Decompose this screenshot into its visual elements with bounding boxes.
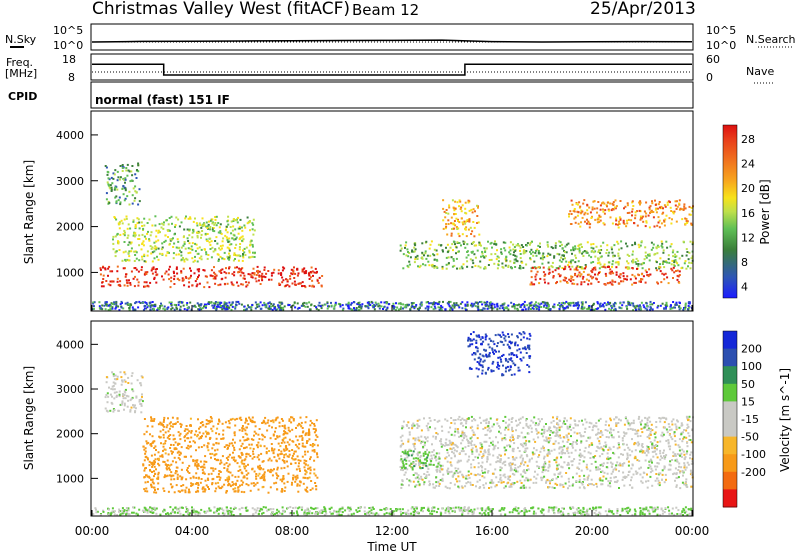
noise-left-tick-top: 10^5: [53, 24, 83, 37]
velocity-colorbar-cell: [723, 436, 737, 455]
x-tick-label: 04:00: [175, 524, 210, 538]
velocity-region-3: [467, 331, 532, 378]
velocity-colorbar-tick-label: 15: [741, 395, 755, 408]
n-search-label: N.Search: [746, 33, 796, 46]
y-tick-label: 4000: [56, 129, 84, 142]
velocity-colorbar-tick-label: 200: [741, 343, 762, 356]
figure-title: Christmas Valley West (fitACF): [92, 0, 350, 19]
velocity-colorbar-tick-label: -15: [741, 413, 759, 426]
velocity-colorbar-ticks: 200 100 50 15 -15 -50 -100 -200: [741, 343, 766, 479]
power-colorbar-label: Power [dB]: [758, 179, 772, 244]
power-colorbar-tick-label: 16: [741, 207, 755, 220]
freq-tick-top: 18: [62, 53, 76, 66]
velocity-region-1: [399, 415, 694, 490]
y-tick-label: 1000: [56, 266, 84, 279]
velocity-region-2: [400, 449, 442, 470]
velocity-x-ticks: 00:00 04:00 08:00 12:00 16:00 20:00 00:00: [75, 510, 710, 538]
power-region-4: [529, 265, 681, 286]
velocity-panel: 4000 3000 2000 1000 00:00 04:00 08:00 12:00 16:…: [22, 320, 710, 554]
cpid-mode-label: normal (fast) 151 IF: [95, 93, 230, 107]
power-panel: 4000 3000 2000 1000 Slant Range [km]: [22, 110, 694, 312]
x-tick-label: 20:00: [575, 524, 610, 538]
power-colorbar-tick-label: 12: [741, 231, 755, 244]
velocity-colorbar-cell: [723, 331, 737, 350]
x-tick-label: 00:00: [75, 524, 110, 538]
power-colorbar-tick-label: 8: [741, 256, 748, 269]
x-tick-label: 16:00: [475, 524, 510, 538]
y-tick-label: 1000: [56, 472, 84, 485]
power-x-ticks: [91, 305, 693, 311]
date-label: 25/Apr/2013: [590, 0, 696, 19]
power-colorbar-ticks: 28 24 20 16 12 8 4: [741, 133, 755, 294]
velocity-colorbar-tick-label: -100: [741, 448, 766, 461]
velocity-ground-scatter-band: [92, 506, 693, 517]
y-tick-label: 2000: [56, 428, 84, 441]
noise-left-tick-bottom: 10^0: [53, 39, 83, 52]
velocity-colorbar-tick-label: 50: [741, 378, 755, 391]
n-sky-label: N.Sky: [5, 33, 37, 46]
velocity-colorbar-cell: [723, 366, 737, 385]
frequency-panel: Freq. [MHz] 18 8 60 0 Nave: [5, 53, 775, 84]
y-tick-label: 4000: [56, 338, 84, 351]
velocity-region-0: [142, 416, 319, 494]
velocity-colorbar-tick-label: -200: [741, 466, 766, 479]
beam-label: Beam 12: [352, 1, 419, 19]
power-y-axis-label: Slant Range [km]: [22, 160, 36, 264]
velocity-colorbar-cell: [723, 419, 737, 438]
freq-tick-bottom: 8: [68, 71, 75, 84]
velocity-colorbar-frame: [722, 330, 738, 508]
noise-right-tick-top: 10^5: [706, 24, 736, 37]
velocity-colorbar-label: Velocity [m s^-1]: [778, 368, 792, 472]
noise-panel: N.Sky 10^5 10^0 10^5 10^0 N.Search: [5, 23, 796, 52]
nave-tick-bottom: 0: [706, 71, 713, 84]
velocity-colorbar-label-text: Velocity [m s^-1]: [778, 368, 792, 472]
noise-right-tick-bottom: 10^0: [706, 39, 736, 52]
power-region-0: [99, 265, 324, 289]
power-colorbar-tick-label: 4: [741, 281, 748, 294]
velocity-colorbar-cell: [723, 471, 737, 490]
power-region-5: [568, 199, 694, 229]
power-colorbar-tick-label: 24: [741, 158, 755, 171]
freq-label: Freq.: [6, 56, 33, 69]
power-region-6: [442, 199, 481, 238]
power-region-3: [399, 240, 694, 270]
nave-label: Nave: [746, 65, 774, 78]
velocity-colorbar-cell: [723, 489, 737, 508]
velocity-y-axis-label: Slant Range [km]: [22, 366, 36, 470]
power-data-layer: [92, 162, 694, 312]
velocity-colorbar-cells: [722, 330, 738, 508]
power-colorbar: 28 24 20 16 12 8 4 Power [dB]: [722, 124, 772, 299]
velocity-colorbar-cell: [723, 454, 737, 473]
frequency-series-line: [92, 63, 692, 76]
power-region-1: [112, 215, 256, 263]
velocity-data-layer: [92, 331, 694, 517]
power-ground-scatter-band: [92, 300, 694, 312]
y-tick-label: 3000: [56, 175, 84, 188]
velocity-colorbar-tick-label: -50: [741, 431, 759, 444]
power-y-ticks: 4000 3000 2000 1000: [56, 129, 98, 279]
velocity-colorbar-cell: [723, 401, 737, 420]
x-tick-label: 00:00: [675, 524, 710, 538]
velocity-colorbar: 200 100 50 15 -15 -50 -100 -200 Velocity [m s^-…: [722, 330, 792, 508]
x-tick-label: 12:00: [375, 524, 410, 538]
cpid-panel: CPID normal (fast) 151 IF: [8, 81, 694, 109]
x-tick-label: 08:00: [275, 524, 310, 538]
freq-unit-label: [MHz]: [5, 67, 37, 80]
x-axis-label: Time UT: [366, 540, 417, 554]
power-colorbar-tick-label: 28: [741, 133, 755, 146]
velocity-colorbar-tick-label: 100: [741, 360, 762, 373]
y-tick-label: 3000: [56, 383, 84, 396]
power-region-2: [104, 162, 141, 206]
velocity-colorbar-cell: [723, 348, 737, 367]
n-sky-series-line: [91, 39, 693, 43]
velocity-y-ticks: 4000 3000 2000 1000: [56, 338, 98, 485]
velocity-region-4: [104, 371, 144, 414]
power-colorbar-tick-label: 20: [741, 182, 755, 195]
y-tick-label: 2000: [56, 221, 84, 234]
velocity-colorbar-cell: [723, 383, 737, 402]
nave-tick-top: 60: [706, 53, 720, 66]
cpid-label: CPID: [8, 90, 37, 103]
